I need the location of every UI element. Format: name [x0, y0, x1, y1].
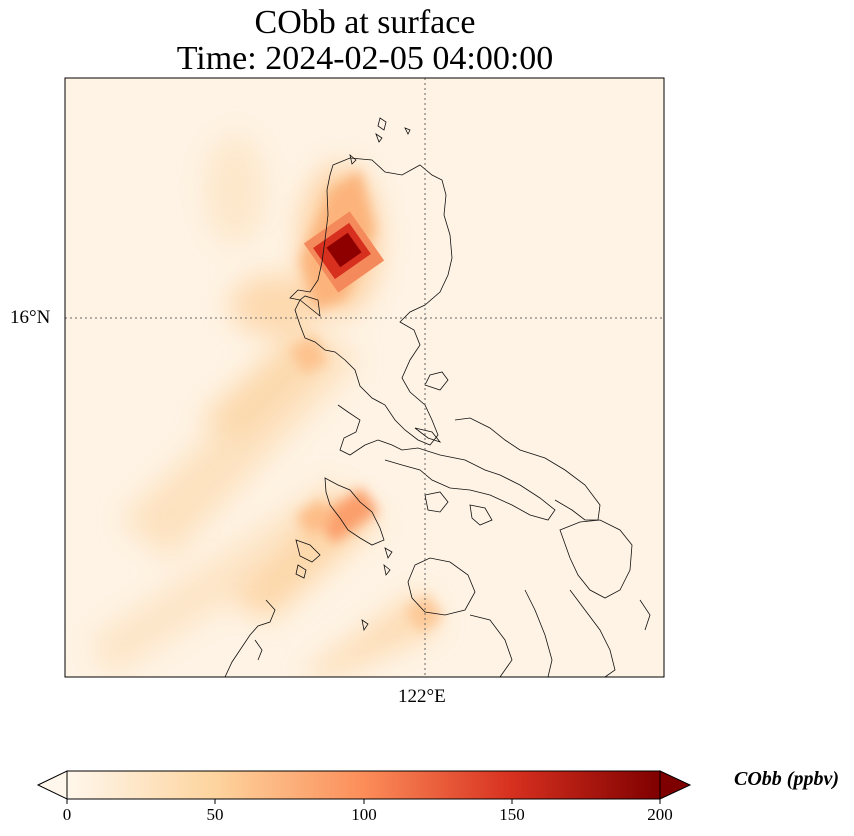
hotspot-core	[326, 232, 362, 268]
coastlines	[224, 117, 651, 677]
plot-timestamp: Time: 2024-02-05 04:00:00	[176, 40, 554, 77]
map-background	[65, 78, 664, 677]
lat-tick-label: 16°N	[10, 307, 51, 328]
colorbar-tick-150: 150	[499, 805, 525, 824]
cobb-field	[90, 117, 651, 677]
colorbar-tick-200: 200	[647, 805, 673, 824]
colorbar-extend-max	[659, 770, 692, 800]
colorbar-tick-0: 0	[62, 805, 72, 824]
lon-tick-label: 122°E	[398, 686, 446, 707]
colorbar-extend-min	[36, 770, 68, 800]
plot-title: CObb at surface	[254, 4, 476, 41]
colorbar-label: CObb (ppbv)	[734, 768, 839, 790]
colorbar-tick-50: 50	[206, 805, 224, 824]
colorbar	[36, 770, 692, 804]
colorbar-tick-100: 100	[351, 805, 377, 824]
colorbar-gradient	[67, 771, 660, 799]
map-frame	[64, 77, 665, 678]
